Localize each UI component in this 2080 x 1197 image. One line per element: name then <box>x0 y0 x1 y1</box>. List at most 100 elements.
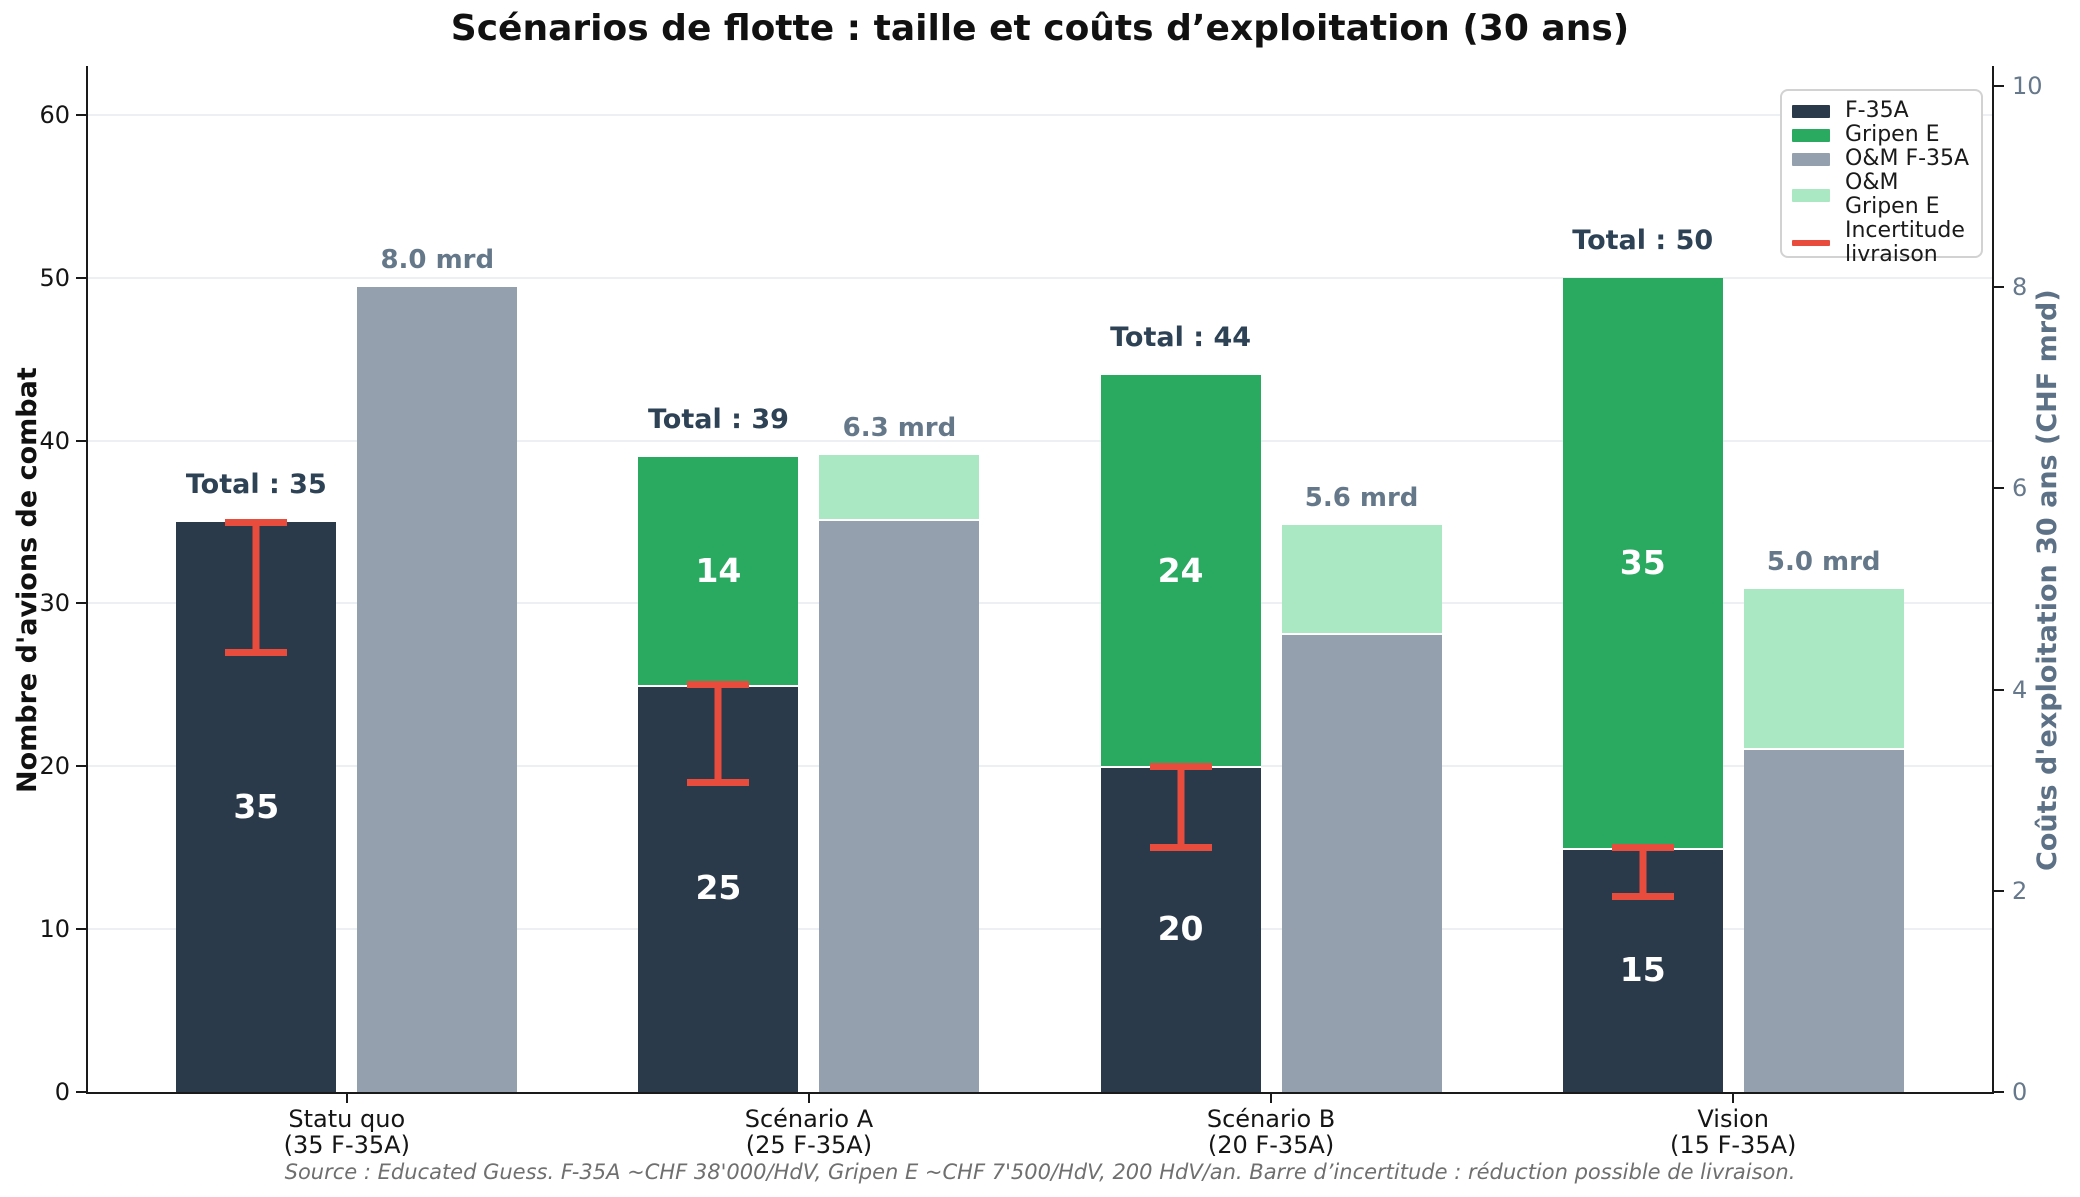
legend-label: F-35A <box>1845 98 1909 123</box>
right-axis-tick-label: 8 <box>2012 273 2028 302</box>
bar-segment-gripen-e <box>638 456 799 685</box>
bar-value-label: 24 <box>1157 550 1204 590</box>
chart-title: Scénarios de flotte : taille et coûts d’… <box>450 8 1630 49</box>
error-bar-cap-top <box>1149 762 1212 770</box>
cost-label: 5.6 mrd <box>1304 482 1419 513</box>
total-label: Total : 44 <box>1110 322 1252 354</box>
left-axis-tick <box>76 765 86 768</box>
total-label: Total : 39 <box>647 403 789 435</box>
right-axis-tick-label: 2 <box>2012 876 2028 905</box>
gridline <box>88 928 1992 931</box>
legend-label: Gripen E <box>1845 122 1940 147</box>
cost-label: 8.0 mrd <box>380 245 495 276</box>
left-axis-tick-label: 30 <box>39 589 70 618</box>
plot-area: 35 Total : 35 8.0 mrd 25 14 Total : 39 6.3 mrd… <box>86 66 1994 1094</box>
left-axis-tick <box>76 276 86 279</box>
legend-label: O&M Gripen E <box>1845 170 1940 219</box>
right-axis-tick-label: 10 <box>2012 72 2043 101</box>
legend-item: O&M Gripen E <box>1792 171 1971 219</box>
error-bar-cap-bottom <box>1149 844 1212 852</box>
bar-segment-o-m-f-35a <box>819 518 980 1092</box>
left-axis-tick-label: 10 <box>39 915 70 944</box>
legend: F-35A Gripen E O&M F-35A O&M Gripen E Incert… <box>1780 89 1983 267</box>
total-label: Total : 35 <box>185 469 327 500</box>
left-axis-tick <box>76 928 86 931</box>
right-axis-tick-label: 4 <box>2012 675 2028 704</box>
legend-line-swatch <box>1792 240 1830 246</box>
bar-segment-o-m-gripen-e <box>1281 524 1442 634</box>
bar-value-label: 20 <box>1157 909 1204 949</box>
right-axis-tick <box>1994 286 2004 289</box>
uncertainty-error-bar <box>1611 844 1674 901</box>
legend-label: Incertitude livraison <box>1845 218 1965 267</box>
uncertainty-error-bar <box>225 518 288 656</box>
x-axis-category-label: Scénario B (20 F-35A) <box>1206 1105 1336 1159</box>
bar-value-label: 35 <box>233 787 280 826</box>
left-axis-tick-label: 40 <box>39 426 70 455</box>
bar-value-label: 14 <box>695 550 742 590</box>
right-axis-title: Coûts d'exploitation 30 ans (CHF mrd) <box>2032 289 2063 871</box>
legend-color-swatch <box>1792 128 1830 142</box>
error-bar-line <box>714 684 722 784</box>
legend-item: Incertitude livraison <box>1792 219 1971 267</box>
right-axis-tick <box>1994 487 2004 490</box>
error-bar-cap-top <box>225 518 288 526</box>
gridline <box>88 113 1992 116</box>
legend-color-swatch <box>1792 188 1830 202</box>
right-axis-tick <box>1994 688 2004 691</box>
gridline <box>88 602 1992 605</box>
bar-value-label: 15 <box>1619 949 1666 989</box>
legend-item: Gripen E <box>1792 123 1971 147</box>
gridline <box>88 439 1992 442</box>
left-axis-tick-label: 60 <box>39 100 70 129</box>
bar-value-label: 35 <box>1619 542 1666 582</box>
bar-segment-o-m-f-35a <box>1743 747 1904 1092</box>
legend-color-swatch <box>1792 152 1830 166</box>
cost-label: 5.0 mrd <box>1766 547 1881 578</box>
uncertainty-error-bar <box>687 681 750 787</box>
error-bar-cap-top <box>1611 844 1674 852</box>
cost-label: 6.3 mrd <box>842 413 957 444</box>
uncertainty-error-bar <box>1149 762 1212 852</box>
right-axis-tick-label: 6 <box>2012 474 2028 503</box>
x-axis-tick <box>1732 1094 1735 1103</box>
bar-value-label: 25 <box>695 868 742 908</box>
x-axis-category-label: Scénario A (25 F-35A) <box>744 1105 874 1159</box>
x-axis-tick <box>345 1094 348 1103</box>
gridline <box>88 276 1992 279</box>
x-axis-tick <box>807 1094 810 1103</box>
right-axis-tick <box>1994 889 2004 892</box>
bar-segment-o-m-f-35a <box>1281 633 1442 1092</box>
bar-segment-gripen-e <box>1100 375 1261 767</box>
left-axis-tick <box>76 113 86 116</box>
right-axis-tick <box>1994 85 2004 88</box>
right-axis-tick-label: 0 <box>2012 1078 2028 1106</box>
error-bar-line <box>252 521 260 653</box>
error-bar-line <box>1639 847 1647 898</box>
left-axis-tick <box>76 1091 86 1093</box>
right-axis-tick <box>1994 1091 2004 1093</box>
error-bar-cap-top <box>687 681 750 689</box>
error-bar-cap-bottom <box>687 779 750 787</box>
bar-segment-o-m-gripen-e <box>1743 589 1904 748</box>
bar-segment-o-m-f-35a <box>357 287 518 1092</box>
bar-segment-o-m-gripen-e <box>819 455 980 519</box>
legend-item: O&M F-35A <box>1792 147 1971 171</box>
x-axis-category-label: Vision (15 F-35A) <box>1670 1105 1797 1159</box>
x-axis-category-label: Statu quo (35 F-35A) <box>283 1105 410 1159</box>
left-axis-tick-label: 20 <box>39 752 70 781</box>
legend-label: O&M F-35A <box>1845 146 1970 171</box>
legend-color-swatch <box>1792 104 1830 118</box>
left-axis-tick <box>76 602 86 605</box>
error-bar-cap-bottom <box>225 648 288 656</box>
left-axis-tick-label: 0 <box>54 1078 70 1106</box>
left-axis-tick <box>76 439 86 442</box>
source-note: Source : Educated Guess. F-35A ~CHF 38'0… <box>284 1160 1796 1184</box>
legend-item: F-35A <box>1792 99 1971 123</box>
gridline <box>88 765 1992 768</box>
left-axis-title: Nombre d'avions de combat <box>12 367 43 793</box>
total-label: Total : 50 <box>1572 224 1714 256</box>
error-bar-line <box>1177 765 1185 849</box>
bar-segment-gripen-e <box>1562 277 1723 848</box>
